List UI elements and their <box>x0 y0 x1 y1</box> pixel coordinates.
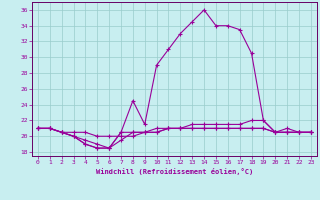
X-axis label: Windchill (Refroidissement éolien,°C): Windchill (Refroidissement éolien,°C) <box>96 168 253 175</box>
